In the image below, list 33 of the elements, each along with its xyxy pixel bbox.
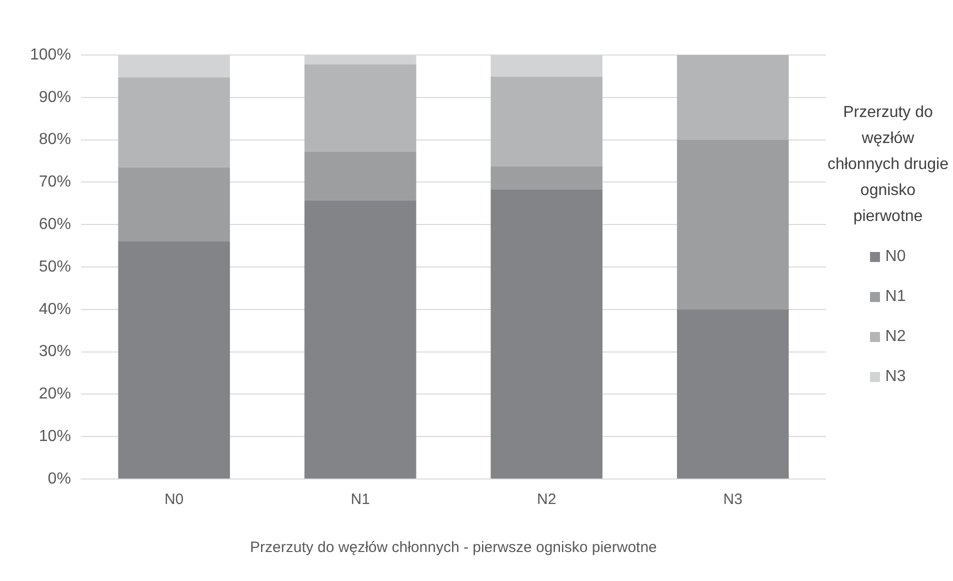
y-tick-label: 30%	[38, 343, 71, 360]
bar	[676, 140, 789, 310]
bar	[304, 64, 416, 152]
y-tick-label: 20%	[38, 386, 71, 403]
bar	[676, 309, 789, 478]
bar	[304, 200, 416, 478]
bar	[490, 76, 602, 167]
y-tick-label: 70%	[38, 174, 71, 191]
legend-label: N3	[885, 367, 906, 387]
bar	[490, 189, 602, 478]
y-tick-label: 0%	[48, 470, 71, 488]
y-tick-label: 60%	[38, 216, 71, 234]
y-tick-label: 90%	[38, 88, 71, 106]
bar	[118, 242, 230, 478]
legend-label: N2	[885, 327, 906, 347]
y-tick-label: 50%	[38, 258, 71, 276]
bar	[118, 167, 230, 242]
bar	[118, 77, 230, 168]
bar	[676, 55, 789, 140]
legend-label: N0	[885, 247, 906, 267]
x-axis-title: Przerzuty do węzłów chłonnych - pierwsze ognisko pierwotne	[250, 539, 657, 556]
legend-label: N1	[885, 287, 906, 307]
legend-title: Przerzuty do węzłów chłonnych drugie ognisko pierwotne	[826, 103, 950, 227]
x-tick-label: N2	[537, 491, 556, 508]
y-tick-label: 100%	[30, 46, 71, 64]
bar	[490, 166, 602, 190]
y-tick-label: 80%	[38, 131, 71, 148]
x-tick-label: N0	[164, 491, 184, 508]
y-tick-label: 10%	[38, 428, 71, 446]
y-tick-label: 40%	[38, 300, 71, 318]
x-tick-label: N1	[350, 491, 370, 508]
bar	[304, 152, 416, 200]
x-tick-label: N3	[723, 491, 742, 508]
